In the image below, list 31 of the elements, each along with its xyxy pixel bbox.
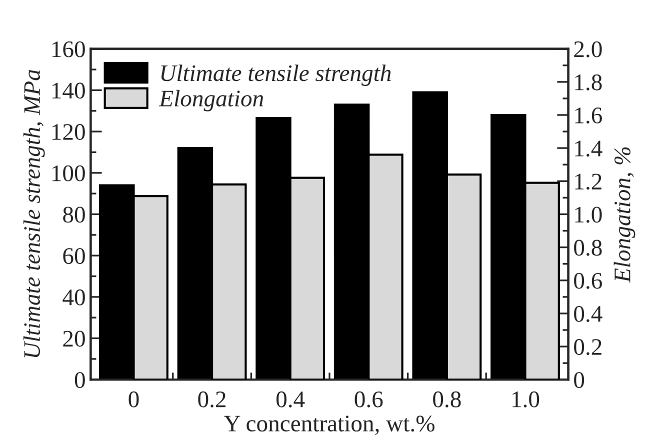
y2-tick-label: 2.0: [574, 41, 602, 58]
y2-tick-label: 0: [574, 372, 584, 388]
y2-tick-label: 1.4: [575, 140, 602, 157]
y2-axis-title: Elongation, %: [614, 147, 636, 283]
y2-tick-label: 0.8: [574, 240, 602, 256]
y-tick-label: 100: [52, 165, 85, 182]
y-tick-label: 60: [63, 248, 85, 264]
y2-tick-label: 1.0: [575, 206, 602, 223]
x-tick-label: 0.8: [433, 391, 461, 408]
legend-label: Ultimate tensile strength: [161, 64, 391, 86]
legend-label: Elongation: [158, 90, 264, 112]
y2-tick-label: 1.6: [575, 108, 602, 124]
y2-tick-label: 0.6: [574, 272, 602, 289]
y-tick-label: 160: [52, 41, 85, 58]
y-tick-label: 20: [63, 330, 85, 347]
y-axis-title: Ultimate tensile strength, MPa: [23, 70, 45, 358]
y-tick-label: 40: [62, 289, 85, 306]
y-tick-label: 140: [52, 82, 85, 99]
y2-tick-label: 0.4: [574, 306, 602, 322]
y-tick-label: 120: [52, 124, 85, 140]
y2-tick-label: 1.2: [575, 174, 602, 190]
x-tick-label: 0.2: [198, 391, 226, 408]
y-tick-label: 80: [63, 206, 85, 223]
x-tick-label: 0.6: [354, 391, 383, 408]
x-tick-label: 1.0: [512, 391, 540, 408]
y-tick-label: 0: [74, 372, 85, 388]
y2-tick-label: 1.8: [575, 74, 602, 90]
x-axis-title: Y concentration, wt.%: [224, 416, 434, 435]
y2-tick-label: 0.2: [574, 339, 602, 356]
x-tick-label: 0: [128, 391, 139, 408]
x-tick-label: 0.4: [276, 391, 305, 408]
